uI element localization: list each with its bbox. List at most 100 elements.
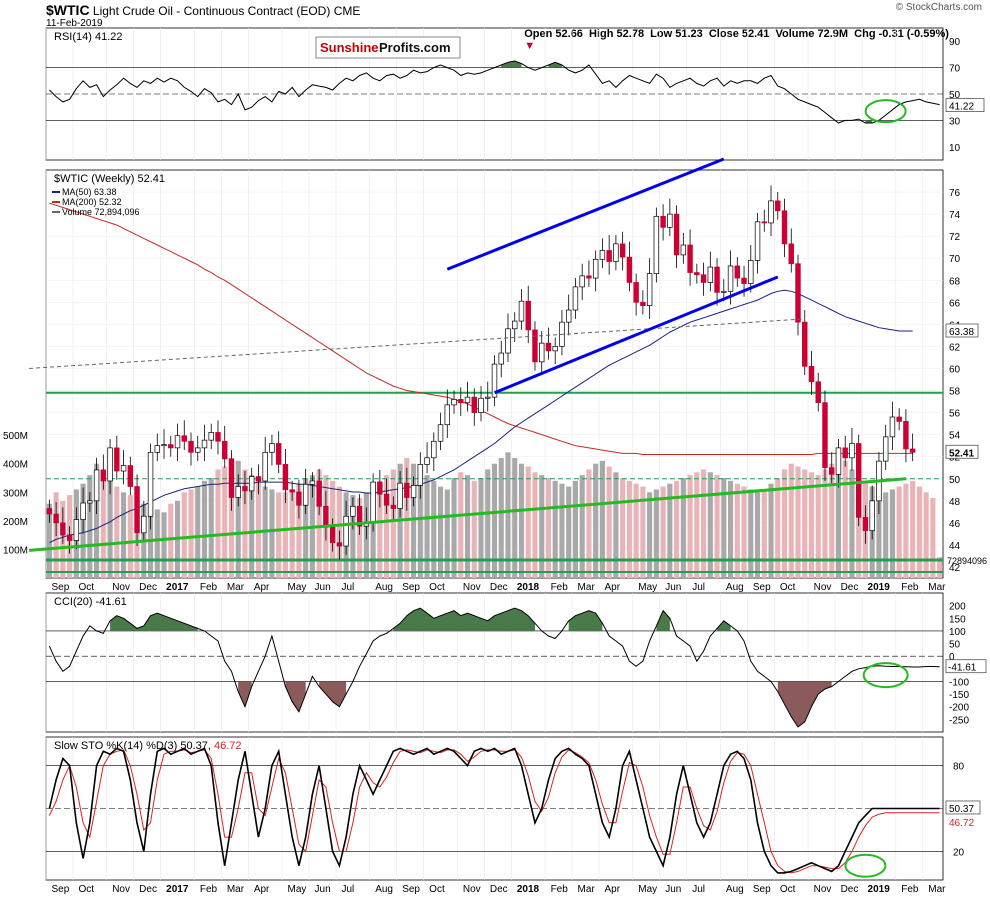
price-tick: 46: [949, 519, 961, 530]
volume-bar: [222, 466, 228, 578]
candle-body: [714, 266, 720, 293]
candle-body: [60, 522, 66, 536]
x-tick-label: Feb: [200, 582, 218, 593]
candle-body: [46, 508, 53, 515]
volume-tick: 100M: [3, 545, 28, 556]
volume-bar: [188, 489, 194, 578]
candle-body: [255, 476, 262, 482]
x-tick-label: 2019: [868, 582, 891, 593]
candle-body: [721, 290, 727, 293]
panel-frame-rsi: [45, 27, 944, 161]
volume-bar: [856, 475, 862, 578]
volume-bar: [937, 557, 943, 578]
x-tick-label: Apr: [605, 884, 621, 895]
x-tick-label: Jul: [692, 884, 705, 895]
volume-bar: [795, 466, 801, 578]
volume-bar: [660, 486, 666, 578]
candle-body: [417, 464, 424, 486]
candle-body: [73, 519, 80, 541]
candle-body: [424, 457, 430, 465]
candle-body: [350, 505, 356, 517]
chart-date: 11-Feb-2019: [46, 18, 103, 29]
volume-bar: [384, 475, 390, 578]
rsi-highlight-ellipse: [864, 99, 907, 124]
volume-bar: [606, 466, 612, 578]
candle-body: [309, 480, 316, 485]
volume-bar: [802, 469, 808, 578]
candle-body: [282, 464, 289, 491]
volume-bar: [498, 458, 504, 578]
x-tick-label: Nov: [814, 884, 832, 895]
cci-last-label: -41.61: [948, 663, 977, 674]
ohlc-values: Open 52.66 High 52.78 Low 51.23 Close 52…: [524, 28, 949, 40]
volume-bar: [181, 492, 187, 578]
candle-body: [687, 244, 693, 273]
price-tick: 50: [949, 475, 961, 486]
volume-tick: 200M: [3, 517, 28, 528]
legend-entry: MA(200) 52.32: [62, 197, 122, 207]
volume-bar: [276, 492, 282, 578]
rising-support-line: [29, 477, 907, 552]
volume-bar: [822, 469, 828, 578]
sto-k-label: 50.37: [949, 804, 974, 815]
cci-highlight-ellipse: [862, 662, 909, 689]
volume-bar: [835, 458, 842, 578]
volume-bar: [781, 469, 788, 578]
volume-bar: [721, 478, 727, 578]
volume-bar: [613, 472, 619, 578]
x-tick-label: Sep: [51, 884, 69, 895]
volume-bar: [808, 472, 815, 578]
volume-bar: [296, 483, 302, 578]
ohlc-summary: Open 52.66 High 52.78 Low 51.23 Close 52…: [512, 16, 949, 64]
x-tick-label: Nov: [814, 582, 832, 593]
volume-bar: [491, 463, 498, 578]
candle-body: [174, 435, 181, 449]
ma50-last-label: 63.38: [949, 327, 974, 338]
cci-last-badge: [945, 659, 987, 674]
rsi-last-label: 41.22: [949, 102, 974, 113]
x-tick-label: 2018: [517, 582, 540, 593]
candle-body: [599, 250, 606, 260]
candle-body: [660, 215, 666, 228]
price-last-badge: [945, 444, 979, 459]
volume-bar: [842, 460, 848, 578]
cci-line: [48, 607, 940, 728]
candle-body: [107, 447, 113, 482]
x-tick-label: May: [638, 582, 657, 593]
price-tick: 56: [949, 409, 961, 420]
x-tick-label: Aug: [375, 582, 393, 593]
volume-bar: [444, 489, 450, 578]
volume-bar: [572, 480, 578, 578]
candle-body: [215, 432, 221, 442]
candle-body: [667, 213, 673, 228]
candle-body: [316, 480, 322, 507]
volume-bar: [829, 463, 835, 578]
candle-body: [289, 489, 295, 493]
cci-tick: -150: [949, 690, 969, 701]
x-tick-label: Sep: [402, 884, 420, 895]
candle-body: [545, 342, 552, 352]
sto-d-label: 46.72: [949, 818, 974, 829]
panel-frame-sto: [45, 736, 944, 881]
candle-body: [842, 447, 848, 459]
volume-bar: [593, 463, 599, 578]
volume-bar: [215, 469, 221, 578]
candle-body: [242, 486, 248, 492]
candle-body: [491, 363, 498, 398]
price-tick: 48: [949, 497, 961, 508]
candle-body: [87, 500, 93, 504]
candle-body: [619, 243, 626, 258]
volume-bar: [464, 475, 471, 578]
sto-d-line: [48, 749, 940, 874]
candle-body: [802, 321, 808, 367]
rsi-tick: 10: [949, 143, 961, 154]
x-tick-label: Nov: [463, 884, 481, 895]
x-tick-label: Jul: [341, 884, 354, 895]
volume-bar: [552, 480, 558, 578]
volume-bar: [748, 489, 754, 578]
x-tick-label: Jun: [315, 582, 331, 593]
volume-bar: [120, 492, 127, 578]
watermark: © StockCharts.com: [895, 2, 982, 13]
volume-bar: [586, 469, 592, 578]
